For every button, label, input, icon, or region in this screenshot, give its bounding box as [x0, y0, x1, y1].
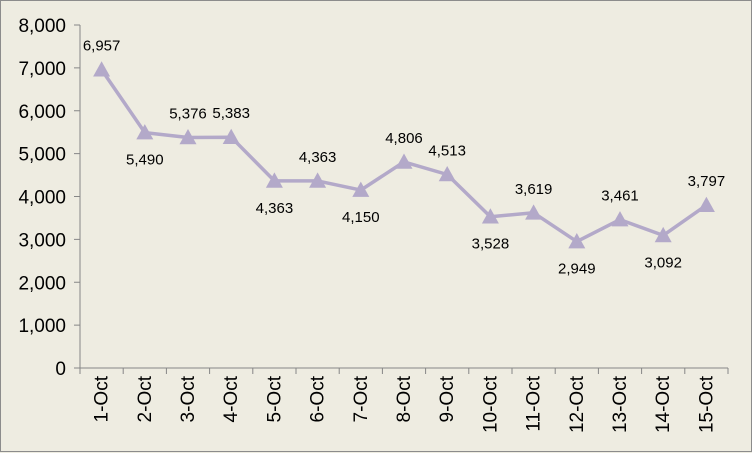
x-tick-label: 12-Oct — [567, 375, 588, 433]
x-tick-label: 1-Oct — [92, 375, 113, 422]
data-point-marker — [395, 153, 413, 169]
data-point-marker — [654, 226, 672, 243]
y-tick-label: 7,000 — [18, 59, 66, 80]
data-label: 4,513 — [428, 143, 466, 160]
data-point-marker — [309, 172, 327, 188]
y-tick-label: 4,000 — [18, 188, 66, 209]
x-tick-label: 8-Oct — [394, 375, 415, 422]
x-tick-label: 2-Oct — [135, 375, 156, 422]
data-point-marker — [481, 208, 499, 224]
y-tick-label: 0 — [55, 359, 66, 380]
y-tick-label: 8,000 — [18, 16, 66, 37]
data-point-marker — [611, 211, 629, 227]
data-label: 3,619 — [515, 181, 553, 198]
data-label: 3,797 — [688, 173, 726, 190]
data-label: 3,092 — [644, 254, 682, 271]
data-point-marker — [697, 196, 715, 213]
data-label: 6,957 — [83, 38, 121, 55]
y-tick-label: 2,000 — [18, 273, 66, 294]
x-tick-label: 5-Oct — [264, 375, 285, 422]
data-point-marker — [525, 204, 543, 220]
x-tick-label: 7-Oct — [351, 375, 372, 422]
y-tick-label: 5,000 — [18, 145, 66, 166]
data-label: 4,363 — [299, 149, 337, 166]
data-point-marker — [222, 128, 240, 145]
data-label: 2,949 — [558, 261, 596, 278]
x-tick-label: 3-Oct — [178, 375, 199, 422]
data-label: 5,383 — [212, 105, 250, 122]
data-point-marker — [352, 181, 370, 197]
x-tick-label: 6-Oct — [308, 375, 329, 422]
data-label: 4,806 — [385, 130, 423, 147]
data-label: 4,150 — [342, 209, 380, 226]
x-tick-label: 14-Oct — [653, 375, 674, 433]
data-point-marker — [179, 129, 197, 145]
x-tick-label: 11-Oct — [524, 375, 545, 431]
data-label: 5,490 — [126, 152, 164, 169]
x-tick-label: 10-Oct — [480, 375, 501, 433]
data-point-marker — [265, 172, 283, 188]
y-tick-label: 1,000 — [18, 316, 66, 337]
data-label: 5,376 — [169, 106, 207, 123]
data-point-marker — [568, 233, 586, 249]
x-tick-label: 9-Oct — [437, 375, 458, 422]
y-tick-label: 3,000 — [18, 230, 66, 251]
data-label: 3,461 — [601, 188, 639, 205]
data-label: 4,363 — [256, 200, 294, 217]
x-tick-label: 13-Oct — [610, 375, 631, 433]
x-tick-label: 4-Oct — [221, 375, 242, 422]
data-point-marker — [438, 166, 456, 182]
data-point-marker — [136, 124, 154, 140]
data-label: 3,528 — [472, 236, 510, 253]
x-tick-label: 15-Oct — [696, 375, 717, 433]
data-point-marker — [93, 61, 111, 77]
y-tick-label: 6,000 — [18, 102, 66, 123]
